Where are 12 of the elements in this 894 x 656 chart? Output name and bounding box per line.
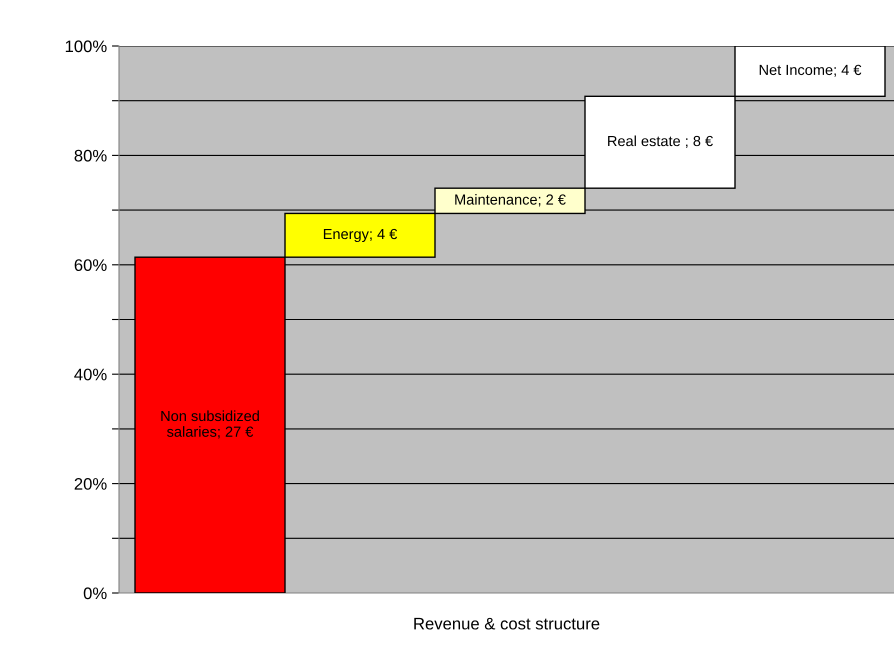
annotation: Energy; 4 €	[324, 228, 398, 242]
y-tick-label: 20%	[74, 478, 107, 490]
y-tick-label: 100%	[66, 40, 107, 52]
annotation: Net Income; 4 €	[760, 64, 862, 77]
y-tick-label: 60%	[74, 259, 107, 272]
x-axis-title: Revenue & cost structure	[414, 618, 600, 630]
annotation: Maintenance; 2 €	[455, 194, 566, 206]
annotation: Real estate ; 8 €	[608, 135, 713, 148]
y-tick-label: 40%	[74, 368, 107, 380]
y-tick-label: 0%	[84, 587, 107, 600]
y-tick-label: 80%	[74, 150, 107, 162]
annotation: Non subsidized salaries; 27 €	[161, 410, 259, 439]
